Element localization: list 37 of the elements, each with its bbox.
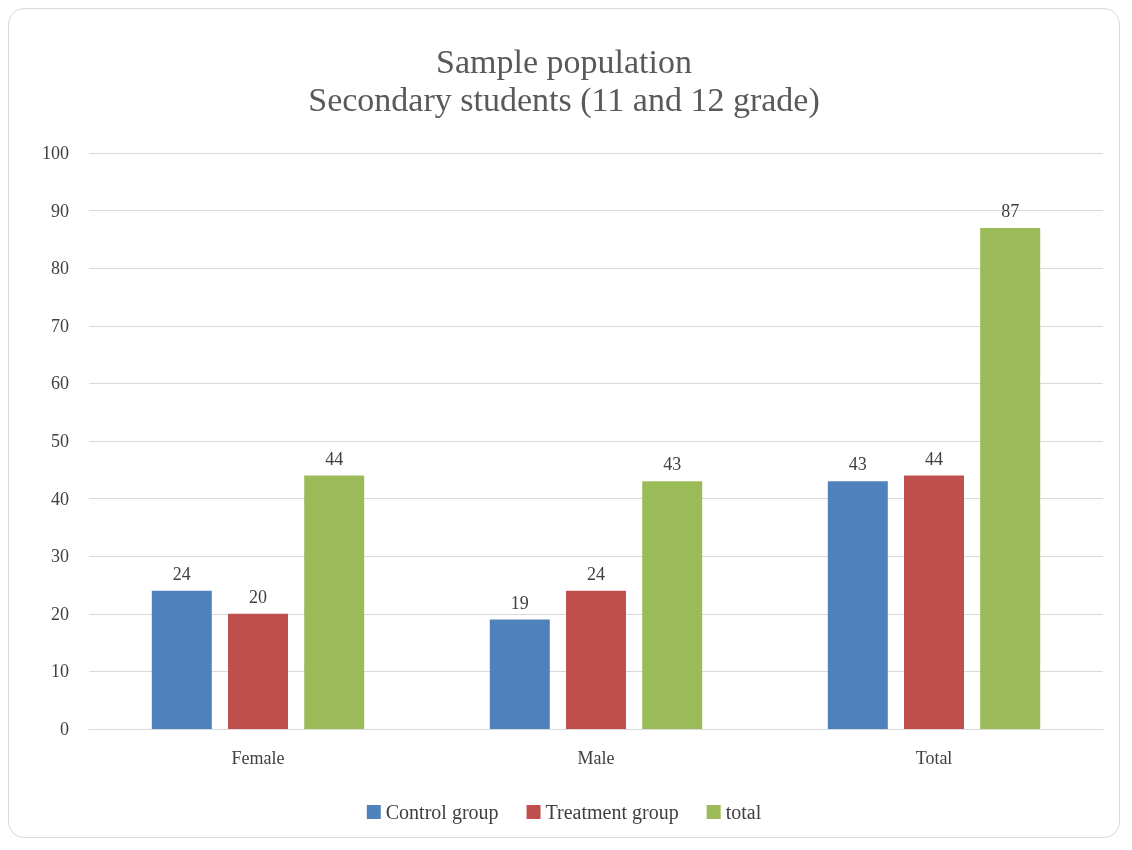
bar bbox=[489, 619, 550, 729]
y-tick-label: 10 bbox=[51, 661, 69, 682]
bar bbox=[228, 613, 288, 729]
y-tick-label: 20 bbox=[51, 603, 69, 624]
legend-label: Treatment group bbox=[545, 801, 679, 824]
y-tick-label: 50 bbox=[51, 431, 69, 451]
y-tick-label: 0 bbox=[60, 719, 69, 739]
bar bbox=[980, 227, 1041, 729]
bar bbox=[827, 481, 888, 729]
data-label: 44 bbox=[925, 448, 943, 469]
bar bbox=[566, 590, 626, 729]
y-tick-label: 100 bbox=[42, 143, 69, 163]
bar bbox=[642, 481, 703, 729]
bar bbox=[904, 475, 964, 729]
y-tick-label: 90 bbox=[51, 200, 69, 221]
data-label: 24 bbox=[172, 563, 191, 584]
chart-title: Sample population bbox=[436, 42, 692, 80]
bar bbox=[304, 475, 365, 729]
data-label: 43 bbox=[663, 454, 682, 475]
legend-label: Control group bbox=[385, 801, 499, 824]
bar bbox=[151, 590, 212, 729]
data-label: 87 bbox=[1001, 200, 1020, 221]
x-tick-label: Male bbox=[577, 748, 615, 768]
data-label: 24 bbox=[587, 563, 605, 584]
data-label: 43 bbox=[848, 454, 867, 475]
y-tick-label: 40 bbox=[51, 488, 69, 509]
x-tick-label: Total bbox=[915, 748, 953, 768]
data-label: 20 bbox=[249, 586, 267, 607]
data-label: 19 bbox=[510, 592, 529, 613]
legend-label: total bbox=[725, 801, 762, 823]
x-tick-label: Female bbox=[231, 748, 285, 768]
data-label: 44 bbox=[325, 448, 344, 469]
y-tick-label: 80 bbox=[51, 258, 69, 279]
y-tick-label: 70 bbox=[51, 315, 69, 336]
chart-subtitle: Secondary students (11 and 12 grade) bbox=[308, 80, 820, 119]
y-tick-label: 30 bbox=[51, 546, 69, 567]
y-tick-label: 60 bbox=[51, 373, 69, 394]
